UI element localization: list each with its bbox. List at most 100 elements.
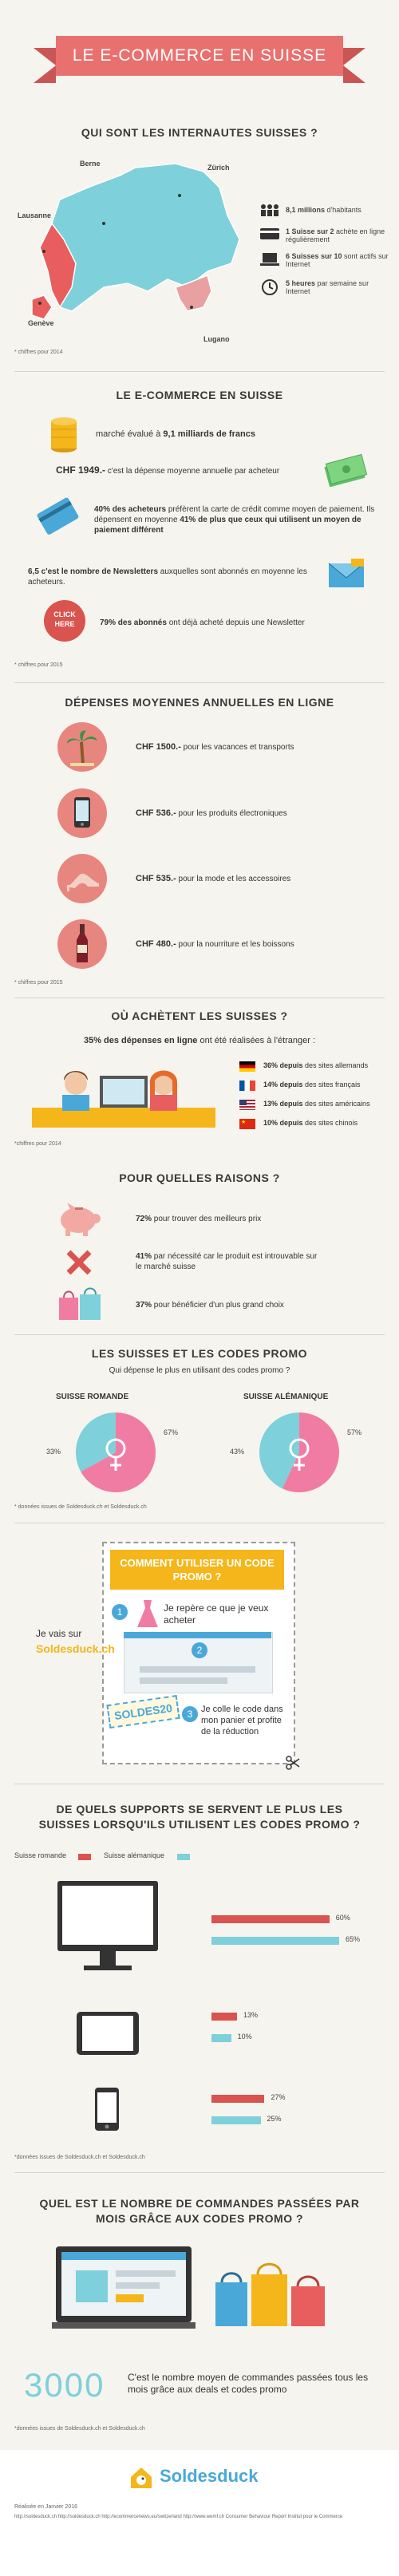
swiss-map xyxy=(31,163,240,320)
bar-tablet-romande-label: 13% xyxy=(243,2011,259,2019)
flag-usa xyxy=(239,1100,255,1110)
section8-note: *données issues de Soldesduck.ch et Sold… xyxy=(14,2155,145,2160)
city-lausanne: Lausanne xyxy=(18,211,52,219)
step-3-text: Je colle le code dans mon panier et prof… xyxy=(201,1705,283,1736)
banknotes-icon xyxy=(324,453,367,487)
spend-item-1: CHF 1500.- pour les vacances et transpor… xyxy=(136,742,294,752)
section3-note: * chiffres pour 2015 xyxy=(14,980,63,986)
footer-brand: Soldesduck xyxy=(160,2466,259,2486)
section1-title: QUI SONT LES INTERNAUTES SUISSES ? xyxy=(81,126,318,139)
city-berne: Berne xyxy=(80,160,101,168)
spend-item-2: CHF 536.- pour les produits électronique… xyxy=(136,808,287,818)
bar-tablet-romande xyxy=(211,2013,237,2021)
bar-phone-romande xyxy=(211,2095,265,2103)
step-2-row xyxy=(140,1677,227,1684)
smartphone-icon xyxy=(74,797,90,828)
side-label-site: Soldesduck.ch xyxy=(36,1642,115,1655)
bar-phone-romande-label: 27% xyxy=(271,2093,286,2101)
smartphone-icon xyxy=(95,2088,119,2131)
stat-internet: 6 Suisses sur 10 sont actifs sur Interne… xyxy=(286,252,389,268)
abroad-row-de: 36% depuis des sites allemands xyxy=(263,1061,369,1069)
spend-item-4: CHF 480.- pour la nourriture et les bois… xyxy=(136,939,294,949)
promo-howto-title: COMMENT UTILISER UN CODE PROMO ? xyxy=(120,1557,275,1582)
section5-title: POUR QUELLES RAISONS ? xyxy=(119,1171,280,1184)
section4-note: *chiffres pour 2014 xyxy=(14,1141,61,1147)
step-1-badge: 1 xyxy=(112,1604,128,1620)
abroad-row-cn: 10% depuis des sites chinois xyxy=(263,1119,358,1127)
dress-icon xyxy=(137,1600,158,1627)
pie-romande-female-label: 67% xyxy=(164,1428,179,1436)
pie-romande-male-label: 33% xyxy=(46,1448,61,1456)
legend-alemanique-label: Suisse alémanique xyxy=(104,1851,165,1859)
click-badge-line2: HERE xyxy=(54,620,75,628)
divider-5 xyxy=(14,1334,385,1335)
section6-title: LES SUISSES ET LES CODES PROMO xyxy=(91,1347,308,1360)
stat-hours: 5 heures par semaine sur Internet xyxy=(286,279,369,295)
footer-band xyxy=(0,2450,399,2576)
step-2-window-bar xyxy=(124,1632,271,1638)
flag-germany xyxy=(239,1061,255,1072)
reason-1: 72% pour trouver des meilleurs prix xyxy=(136,1215,262,1223)
pie-alemanique-female-label: 57% xyxy=(347,1428,362,1436)
abroad-lead: 35% des dépenses en ligne ont été réalis… xyxy=(83,1036,316,1045)
section4-title: OÙ ACHÈTENT LES SUISSES ? xyxy=(111,1009,288,1022)
card-text: 40% des acheteurs préfèrent la carte de … xyxy=(94,505,375,535)
section9-note: *données issues de Soldesduck.ch et Sold… xyxy=(14,2426,145,2432)
section8-title: DE QUELS SUPPORTS SE SERVENT LE PLUS LES… xyxy=(38,1803,361,1831)
pie-chart-romande xyxy=(76,1412,156,1492)
stat-population: 8,1 millions d'habitants xyxy=(286,206,361,214)
section3-title: DÉPENSES MOYENNES ANNUELLES EN LIGNE xyxy=(65,696,334,709)
section2-title: LE E-COMMERCE EN SUISSE xyxy=(116,389,283,401)
section9-title: QUEL EST LE NOMBRE DE COMMANDES PASSÉES … xyxy=(39,2197,360,2225)
high-heel-icon xyxy=(65,873,99,891)
people-icon xyxy=(261,204,279,216)
header-banner xyxy=(56,36,343,76)
section1-note: * chiffres pour 2014 xyxy=(14,350,63,355)
section2-note: * chiffres pour 2015 xyxy=(14,662,63,668)
bar-tablet-alemanique xyxy=(211,2034,231,2042)
promo-howto-header xyxy=(110,1550,284,1590)
abroad-row-us: 13% depuis des sites américains xyxy=(263,1100,370,1108)
legend-alemanique-swatch xyxy=(177,1854,190,1860)
divider-8 xyxy=(14,2172,385,2173)
step-2-window xyxy=(124,1632,273,1693)
divider-1 xyxy=(14,371,385,372)
bar-desktop-alemanique-label: 65% xyxy=(346,1935,361,1943)
pie-alemanique-male-label: 43% xyxy=(230,1448,245,1456)
bar-desktop-alemanique xyxy=(211,1937,339,1945)
duck-logo-icon xyxy=(131,2467,152,2488)
bar-tablet-alemanique-label: 10% xyxy=(237,2033,252,2041)
footer-publication: Réalisée en Janvier 2016 xyxy=(14,2504,77,2510)
page-title: LE E-COMMERCE EN SUISSE xyxy=(72,46,327,65)
spend-text: CHF 1949.- c'est la dépense moyenne annu… xyxy=(56,464,280,476)
pie-chart-alemanique xyxy=(259,1412,339,1492)
tablet-icon xyxy=(77,2012,139,2055)
bar-desktop-romande xyxy=(211,1915,330,1923)
flag-france xyxy=(239,1081,255,1091)
piggy-bank-icon xyxy=(61,1203,101,1236)
step-2-badge: 2 xyxy=(192,1642,207,1658)
flag-china: ★ xyxy=(239,1119,255,1129)
click-badge-line1: CLICK xyxy=(53,610,76,618)
reason-3: 37% pour bénéficier d'un plus grand choi… xyxy=(136,1301,284,1310)
legend-romande-label: Suisse romande xyxy=(14,1851,67,1859)
section6-sub: Qui dépense le plus en utilisant des cod… xyxy=(109,1366,290,1375)
ribbon-left xyxy=(34,48,56,83)
palm-tree-icon xyxy=(67,730,97,766)
city-zurich: Zürich xyxy=(207,164,230,172)
bar-phone-alemanique-label: 25% xyxy=(267,2115,282,2123)
laptop-icon xyxy=(260,253,279,266)
click-here-badge xyxy=(44,600,85,642)
footer-sources: http://soldesduck.ch http://soldesduck.c… xyxy=(14,2515,343,2519)
newsletter-text: 6,5 c'est le nombre de Newsletters auxqu… xyxy=(28,567,307,587)
coins-icon xyxy=(51,417,77,452)
credit-card-icon xyxy=(37,497,79,535)
bar-phone-alemanique xyxy=(211,2116,261,2124)
bar-desktop-romande-label: 60% xyxy=(335,1914,350,1922)
laptop-cart-illustration xyxy=(52,2246,325,2329)
step-3-badge: 3 xyxy=(182,1706,198,1722)
desktop-icon xyxy=(57,1881,158,1970)
ribbon-right xyxy=(343,48,365,83)
legend-romande-swatch xyxy=(78,1854,91,1860)
orders-big-number: 3000 xyxy=(24,2366,105,2404)
